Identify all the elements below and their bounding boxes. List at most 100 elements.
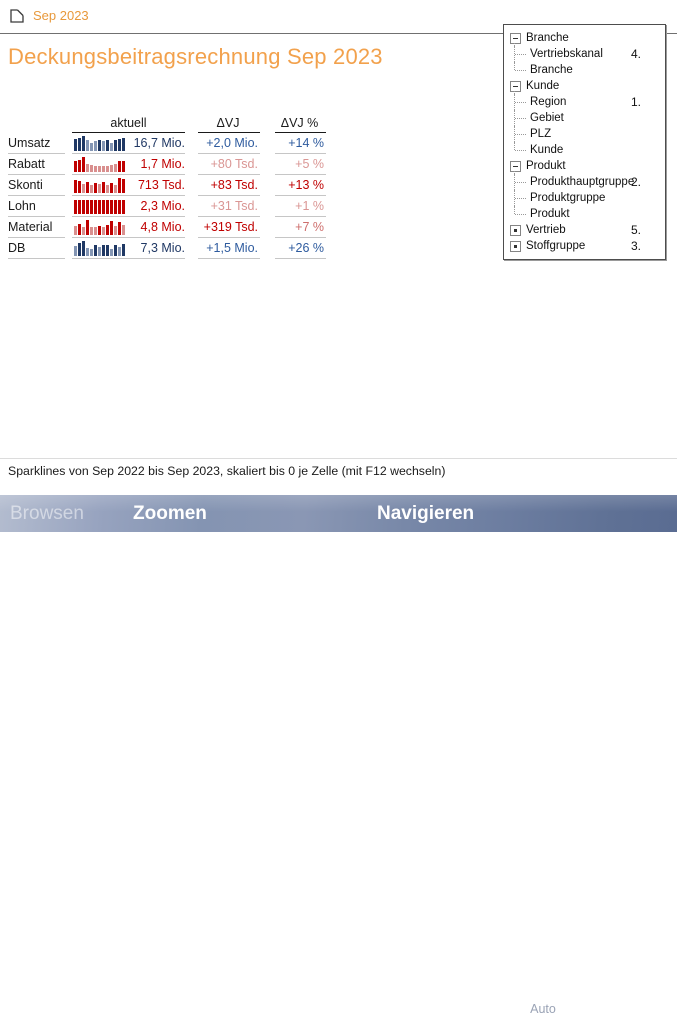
tree-connector [515, 198, 526, 199]
collapse-icon[interactable] [510, 160, 521, 172]
delta-vj-value: +1,5 Mio. [198, 238, 260, 259]
tree-connector [515, 150, 526, 151]
row-label: Material [8, 217, 65, 238]
sparkline-bar [74, 200, 77, 214]
sparkline-bar [78, 160, 81, 172]
sparkline-bar [82, 184, 85, 193]
sparkline-bar [78, 138, 81, 151]
chevron-right-icon[interactable]: › [642, 1001, 647, 1016]
expand-icon[interactable] [510, 240, 521, 252]
sparkline-bar [98, 247, 101, 256]
sparkline-bar [118, 161, 121, 172]
sparkline-bar [122, 244, 125, 256]
sparkline-bar [122, 225, 125, 235]
sparkline-bar [118, 200, 121, 214]
zoom-out-large-button[interactable]: − [232, 1000, 249, 1017]
aktuell-cell: 2,3 Mio. [72, 196, 185, 217]
tree-item-branche[interactable]: Branche [504, 62, 665, 78]
tree-state-glyph [514, 244, 517, 248]
table-row[interactable]: DB 7,3 Mio. +1,5 Mio. +26 % [8, 238, 338, 259]
header-spacer [8, 114, 65, 133]
column-header: aktuell [72, 114, 185, 133]
tree-item-label: Vertriebskanal [530, 48, 603, 60]
navigate-decrease-button[interactable]: − [499, 1001, 514, 1016]
aktuell-value: 1,7 Mio. [140, 157, 185, 171]
delta-vj-value: +83 Tsd. [198, 175, 260, 196]
table-row[interactable]: Material 4,8 Mio. +319 Tsd. +7 % [8, 217, 338, 238]
browse-mode-label[interactable]: Browsen [10, 502, 84, 524]
table-row[interactable]: Rabatt 1,7 Mio. +80 Tsd. +5 % [8, 154, 338, 175]
tree-item-gebiet[interactable]: Gebiet [504, 110, 665, 126]
sparkline-bar [74, 139, 77, 151]
tree-item-produkt[interactable]: Produkt [504, 158, 665, 174]
tree-connector [514, 142, 515, 150]
aktuell-value: 7,3 Mio. [140, 241, 185, 255]
tree-connector [515, 70, 526, 71]
tree-item-region[interactable]: Region 1. [504, 94, 665, 110]
report-icon[interactable] [10, 9, 24, 23]
row-label: Skonti [8, 175, 65, 196]
drill-order-number: 4. [630, 47, 641, 61]
sparkline-bar [102, 141, 105, 151]
page-title: Deckungsbeitragsrechnung Sep 2023 [8, 44, 383, 69]
sparkline-bar [82, 200, 85, 214]
zoom-out-small-button[interactable]: − [257, 1002, 270, 1015]
sparkline-bar [98, 166, 101, 172]
sparkline-bar [90, 165, 93, 172]
sparkline-bar [98, 184, 101, 193]
delta-vj-percent-value: +26 % [275, 238, 326, 259]
collapse-icon[interactable] [510, 32, 521, 44]
tree-connector [515, 102, 526, 103]
navigate-section-label: Navigieren [377, 502, 475, 524]
delta-vj-percent-value: +14 % [275, 133, 326, 154]
chevron-left-icon[interactable]: ‹ [620, 1001, 625, 1016]
tree-connector [515, 182, 526, 183]
tree-connector [514, 126, 515, 142]
aktuell-cell: 4,8 Mio. [72, 217, 185, 238]
delta-vj-percent-value: +1 % [275, 196, 326, 217]
table-row[interactable]: Lohn 2,3 Mio. +31 Tsd. +1 % [8, 196, 338, 217]
sparkline-bar [82, 157, 85, 172]
sparkline-bar [118, 139, 121, 151]
sparkline-bar [74, 180, 77, 193]
tree-item-vertriebskanal[interactable]: Vertriebskanal 4. [504, 46, 665, 62]
zoom-in-large-button[interactable]: + [311, 1000, 328, 1017]
aktuell-cell: 16,7 Mio. [72, 133, 185, 154]
expand-icon[interactable] [510, 224, 521, 236]
sparkline-bar [114, 200, 117, 214]
tree-state-glyph [513, 85, 518, 87]
tree-item-kunde[interactable]: Kunde [504, 142, 665, 158]
tree-item-kunde[interactable]: Kunde [504, 78, 665, 94]
aktuell-value: 2,3 Mio. [140, 199, 185, 213]
tree-item-produktgruppe[interactable]: Produktgruppe [504, 190, 665, 206]
sparkline-bar [118, 222, 121, 235]
tree-item-label: Region [530, 96, 567, 108]
sparkline-bar [86, 140, 89, 151]
zoom-in-small-button[interactable]: + [288, 1002, 301, 1015]
table-row[interactable]: Umsatz 16,7 Mio. +2,0 Mio. +14 % [8, 133, 338, 154]
breadcrumb[interactable]: Sep 2023 [33, 8, 89, 23]
sparkline-bar [86, 248, 89, 256]
auto-mode-button[interactable]: Auto [523, 998, 563, 1019]
tree-connector [514, 206, 515, 214]
tree-item-produkt[interactable]: Produkt [504, 206, 665, 222]
navigate-increase-button[interactable]: + [570, 1001, 585, 1016]
tree-item-vertrieb[interactable]: Vertrieb 5. [504, 222, 665, 238]
bottom-toolbar: Browsen Zoomen − − + + Navigieren − Auto… [0, 495, 677, 1019]
sparkline-bar [90, 200, 93, 214]
delta-vj-percent-value: +13 % [275, 175, 326, 196]
table-row[interactable]: Skonti 713 Tsd. +83 Tsd. +13 % [8, 175, 338, 196]
tree-item-stoffgruppe[interactable]: Stoffgruppe 3. [504, 238, 665, 254]
sparkline-bar [102, 245, 105, 256]
navigate-pager[interactable]: ‹ › [610, 998, 657, 1019]
row-label: Rabatt [8, 154, 65, 175]
tree-item-branche[interactable]: Branche [504, 30, 665, 46]
tree-item-plz[interactable]: PLZ [504, 126, 665, 142]
sparkline-bar [102, 182, 105, 193]
sparkline-bar [74, 226, 77, 235]
collapse-icon[interactable] [510, 80, 521, 92]
tree-item-produkthauptgruppe[interactable]: Produkthauptgruppe 2. [504, 174, 665, 190]
delta-vj-value: +2,0 Mio. [198, 133, 260, 154]
sparkline-bar [122, 200, 125, 214]
tree-state-glyph [513, 37, 518, 39]
